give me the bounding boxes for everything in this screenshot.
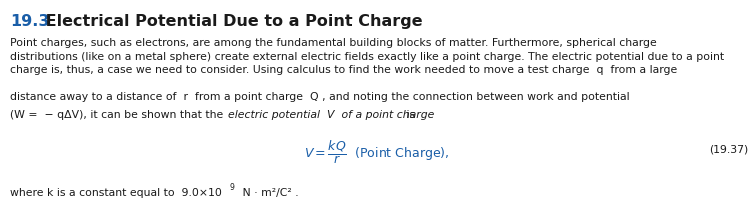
Text: where k is a constant equal to  9.0×10: where k is a constant equal to 9.0×10: [10, 188, 222, 198]
Text: Electrical Potential Due to a Point Charge: Electrical Potential Due to a Point Char…: [40, 14, 423, 29]
Text: (19.37): (19.37): [709, 144, 748, 154]
Text: 19.3: 19.3: [10, 14, 50, 29]
Text: distance away to a distance of  r  from a point charge  Q , and noting the conne: distance away to a distance of r from a …: [10, 92, 630, 102]
Text: (W =  − qΔV), it can be shown that the: (W = − qΔV), it can be shown that the: [10, 110, 226, 120]
Text: 9: 9: [230, 183, 235, 192]
Text: electric potential  V  of a point charge: electric potential V of a point charge: [228, 110, 434, 120]
Text: is: is: [403, 110, 415, 120]
Text: Point charges, such as electrons, are among the fundamental building blocks of m: Point charges, such as electrons, are am…: [10, 38, 657, 48]
Text: distributions (like on a metal sphere) create external electric fields exactly l: distributions (like on a metal sphere) c…: [10, 51, 724, 62]
Text: $V = \dfrac{kQ}{r}$  (Point Charge),: $V = \dfrac{kQ}{r}$ (Point Charge),: [304, 138, 450, 166]
Text: charge is, thus, a case we need to consider. Using calculus to find the work nee: charge is, thus, a case we need to consi…: [10, 65, 677, 75]
Text: N · m²/C² .: N · m²/C² .: [239, 188, 299, 198]
